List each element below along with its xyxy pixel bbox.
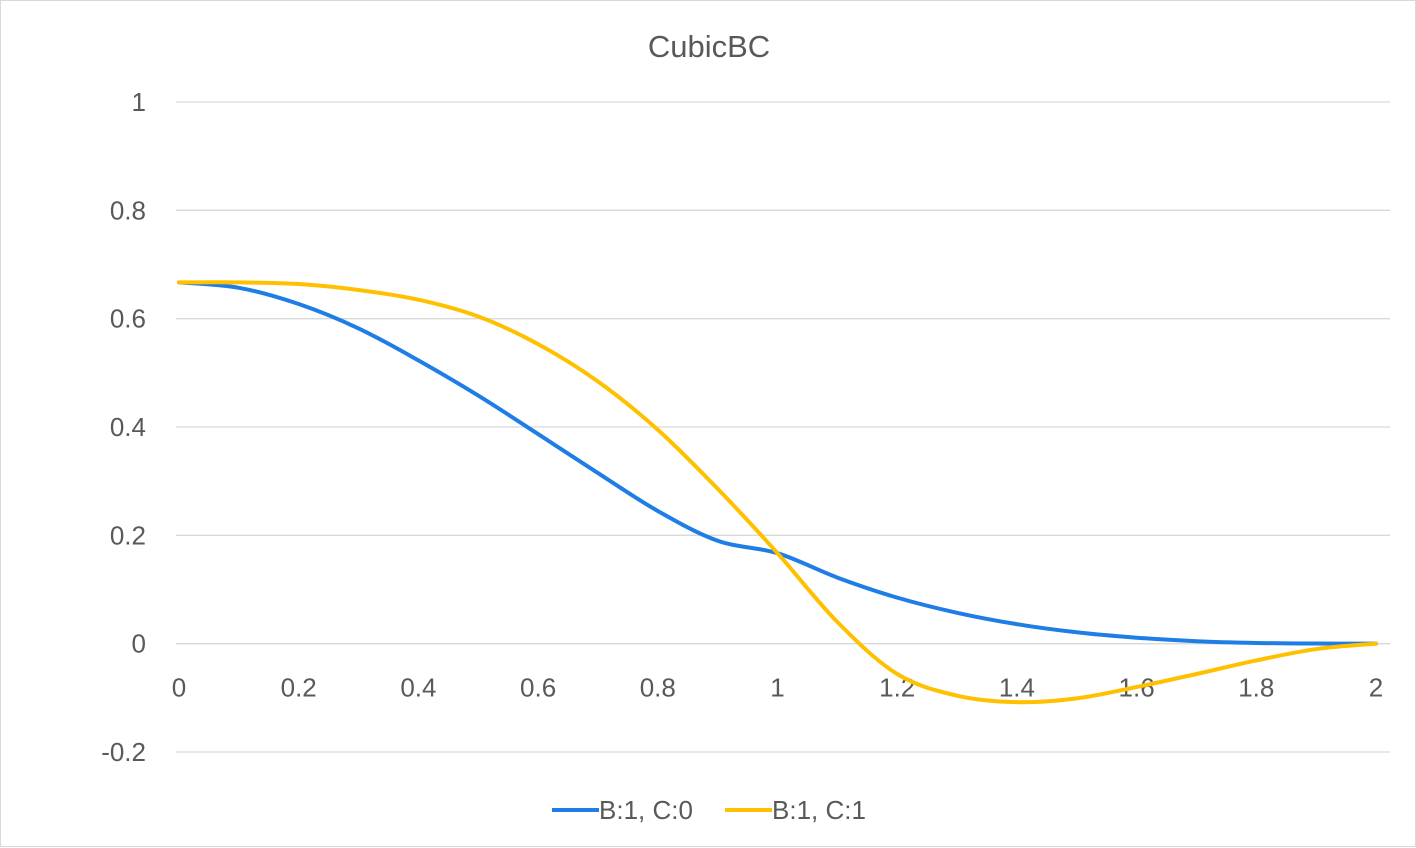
x-tick-label: 1.2 <box>879 673 915 703</box>
y-tick-label: 0 <box>132 629 146 659</box>
x-tick-label: 1 <box>770 673 784 703</box>
y-tick-label: 0.4 <box>110 412 146 442</box>
gridlines <box>176 101 1390 753</box>
legend-label-b1-c1: B:1, C:1 <box>772 795 866 825</box>
y-tick-label: 0.6 <box>110 304 146 334</box>
y-tick-label: 1 <box>132 87 146 117</box>
legend-label-b1-c0: B:1, C:0 <box>599 795 693 825</box>
x-tick-label: 0.8 <box>640 673 676 703</box>
x-tick-label: 0.4 <box>400 673 436 703</box>
x-tick-label: 1.4 <box>999 673 1035 703</box>
x-axis-tick-labels: 0 0.2 0.4 0.6 0.8 1 1.2 1.4 1.6 1.8 2 <box>172 673 1383 703</box>
legend: B:1, C:0 B:1, C:1 <box>552 795 866 825</box>
x-tick-label: 1.8 <box>1238 673 1274 703</box>
series-line-b1-c0 <box>177 280 1378 646</box>
x-tick-label: 0.6 <box>520 673 556 703</box>
x-tick-label: 0.2 <box>281 673 317 703</box>
y-tick-label: -0.2 <box>101 737 146 767</box>
chart-title: CubicBC <box>648 29 770 64</box>
x-tick-label: 2 <box>1369 673 1383 703</box>
x-tick-label: 0 <box>172 673 186 703</box>
y-tick-label: 0.2 <box>110 520 146 550</box>
series-lines <box>177 280 1378 705</box>
y-tick-label: 0.8 <box>110 195 146 225</box>
series-line-b1-c1 <box>177 280 1378 705</box>
y-axis-tick-labels: -0.2 0 0.2 0.4 0.6 0.8 1 <box>101 87 146 767</box>
